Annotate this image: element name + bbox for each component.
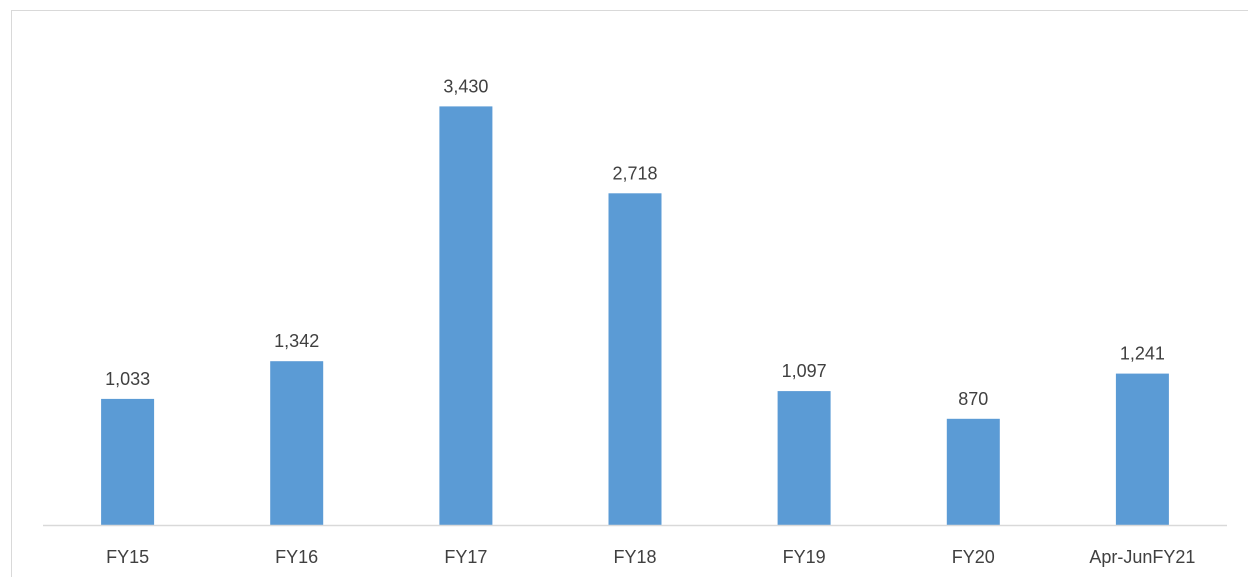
data-label-fy16: 1,342	[274, 331, 319, 351]
bar-fy15	[101, 398, 155, 525]
data-label-fy17: 3,430	[443, 76, 488, 96]
bars-group	[101, 106, 1169, 526]
data-label-fy19: 1,097	[782, 361, 827, 381]
data-label-fy20: 870	[958, 389, 988, 409]
x-tick-label-fy20: FY20	[952, 547, 995, 567]
bar-fy18	[608, 193, 662, 526]
x-tick-label-fy16: FY16	[275, 547, 318, 567]
bar-fy16	[270, 361, 324, 525]
bar-fy19	[777, 391, 831, 525]
x-tick-label-fy18: FY18	[613, 547, 656, 567]
x-tick-labels-group: FY15 FY16 FY17 FY18 FY19 FY20 Apr-JunFY21	[106, 547, 1195, 567]
data-label-apr-junfy21: 1,241	[1120, 344, 1165, 364]
data-label-fy15: 1,033	[105, 369, 150, 389]
x-tick-label-fy17: FY17	[444, 547, 487, 567]
data-label-fy18: 2,718	[612, 163, 657, 183]
x-tick-label-fy19: FY19	[783, 547, 826, 567]
x-tick-label-fy15: FY15	[106, 547, 149, 567]
bar-fy17	[439, 106, 493, 526]
bar-apr-junfy21	[1115, 373, 1169, 525]
bar-fy20	[946, 418, 1000, 525]
x-tick-label-apr-junfy21: Apr-JunFY21	[1089, 547, 1195, 567]
chart-frame	[11, 10, 1248, 577]
data-labels-group: 1,033 1,342 3,430 2,718 1,097 870 1,241	[105, 76, 1165, 408]
